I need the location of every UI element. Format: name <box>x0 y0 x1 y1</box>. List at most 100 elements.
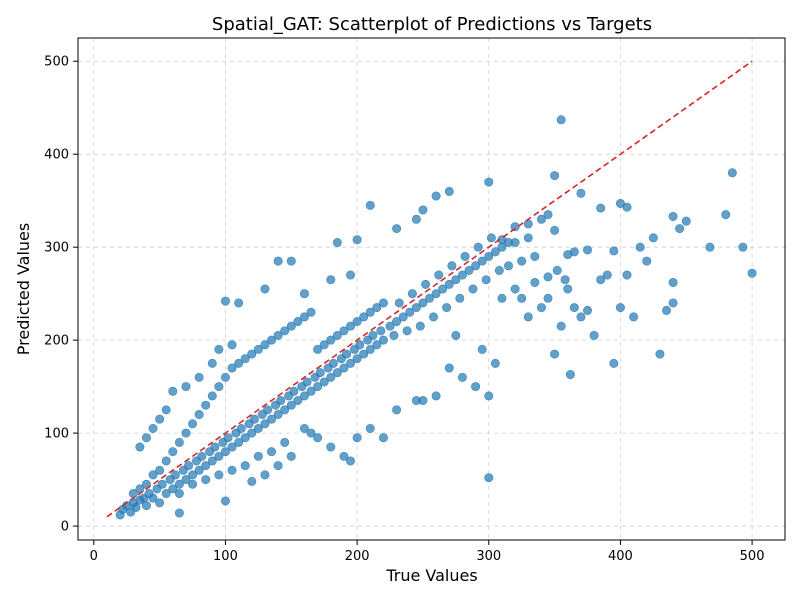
data-point <box>352 433 362 443</box>
data-point <box>372 340 382 350</box>
data-point <box>332 368 342 378</box>
data-point <box>411 303 421 313</box>
data-point <box>249 414 259 424</box>
data-point <box>131 502 141 512</box>
data-point <box>286 321 296 331</box>
data-point <box>389 330 399 340</box>
data-point <box>214 451 224 461</box>
data-point <box>378 298 388 308</box>
data-point <box>747 268 757 278</box>
data-point <box>227 363 237 373</box>
data-point <box>273 409 283 419</box>
x-axis-ticks: 0 100 200 300 400 500 <box>90 540 765 564</box>
data-point <box>576 188 586 198</box>
data-point <box>464 265 474 275</box>
data-point <box>263 405 273 415</box>
data-point <box>705 242 715 252</box>
data-point <box>365 344 375 354</box>
y-axis-label: Predicted Values <box>14 223 33 355</box>
data-point <box>622 270 632 280</box>
data-point <box>168 447 178 457</box>
data-point <box>392 317 402 327</box>
data-point <box>407 289 417 299</box>
data-point <box>247 428 257 438</box>
data-point <box>550 171 560 181</box>
data-point <box>655 349 665 359</box>
data-point <box>451 330 461 340</box>
data-point <box>299 391 309 401</box>
data-point <box>280 437 290 447</box>
data-point <box>220 447 230 457</box>
data-point <box>194 465 204 475</box>
data-point <box>214 344 224 354</box>
data-point <box>486 233 496 243</box>
data-point <box>174 508 184 518</box>
data-point <box>455 293 465 303</box>
data-point <box>457 372 467 382</box>
x-tick-label: 500 <box>740 549 765 564</box>
data-point <box>234 298 244 308</box>
data-point <box>236 423 246 433</box>
data-point <box>286 400 296 410</box>
data-point <box>668 211 678 221</box>
data-point <box>565 370 575 380</box>
data-point <box>484 177 494 187</box>
data-point <box>378 335 388 345</box>
data-point <box>313 382 323 392</box>
data-point <box>447 261 457 271</box>
data-point <box>299 423 309 433</box>
data-point <box>135 442 145 452</box>
data-point <box>560 275 570 285</box>
data-point <box>326 335 336 345</box>
data-point <box>286 451 296 461</box>
data-point <box>247 349 257 359</box>
data-point <box>556 321 566 331</box>
data-point <box>181 475 191 485</box>
data-point <box>247 476 257 486</box>
data-point <box>378 433 388 443</box>
data-point <box>220 372 230 382</box>
data-point <box>276 396 286 406</box>
data-point <box>596 203 606 213</box>
data-point <box>460 251 470 261</box>
data-point <box>346 456 356 466</box>
data-point <box>530 277 540 287</box>
data-point <box>504 238 514 248</box>
data-point <box>471 382 481 392</box>
data-point <box>477 344 487 354</box>
data-point <box>332 330 342 340</box>
data-point <box>543 210 553 220</box>
data-point <box>622 202 632 212</box>
data-point <box>589 330 599 340</box>
data-point <box>227 442 237 452</box>
data-point <box>392 224 402 234</box>
data-point <box>576 312 586 322</box>
data-point <box>299 289 309 299</box>
data-point <box>648 233 658 243</box>
data-point <box>148 423 158 433</box>
data-point <box>174 489 184 499</box>
data-point <box>326 442 336 452</box>
data-point <box>418 205 428 215</box>
data-point <box>339 326 349 336</box>
data-point <box>253 423 263 433</box>
data-point <box>141 501 151 511</box>
data-point <box>635 242 645 252</box>
data-point <box>339 451 349 461</box>
data-point <box>473 242 483 252</box>
data-point <box>289 386 299 396</box>
data-point <box>293 317 303 327</box>
data-point <box>346 270 356 280</box>
y-tick-label: 200 <box>44 334 69 349</box>
data-point <box>415 321 425 331</box>
data-point <box>615 303 625 313</box>
chart-title: Spatial_GAT: Scatterplot of Predictions … <box>212 14 652 35</box>
data-point <box>155 465 165 475</box>
data-point <box>444 186 454 196</box>
data-point <box>365 307 375 317</box>
data-point <box>530 251 540 261</box>
data-point <box>738 242 748 252</box>
data-point <box>299 312 309 322</box>
data-point <box>431 191 441 201</box>
